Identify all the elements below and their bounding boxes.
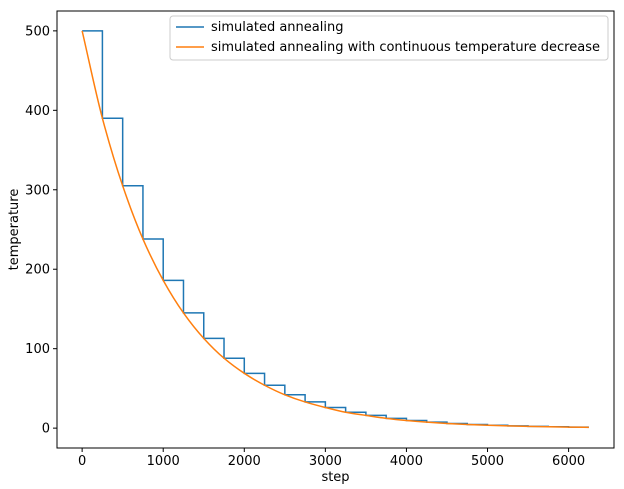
x-tick-label: 5000	[471, 454, 504, 469]
y-tick-label: 500	[25, 24, 50, 39]
x-tick-label: 1000	[147, 454, 180, 469]
x-axis-label: step	[321, 470, 349, 485]
series-line-continuous-decrease	[81, 30, 589, 429]
y-axis-label: temperature	[7, 189, 22, 271]
y-tick-label: 400	[25, 104, 50, 119]
plot-frame	[56, 10, 615, 449]
legend-box	[169, 15, 609, 61]
y-tick-label: 300	[25, 183, 50, 198]
legend-label-continuous: simulated annealing with continuous temp…	[211, 40, 600, 55]
y-tick-label: 0	[42, 422, 50, 437]
legend: simulated annealing simulated annealing …	[169, 15, 609, 61]
x-tick-label: 0	[78, 454, 86, 469]
series-layer	[81, 30, 589, 429]
legend-label-simulated-annealing: simulated annealing	[211, 20, 343, 35]
y-tick-label: 200	[25, 263, 50, 278]
series-line-simulated-annealing	[82, 30, 589, 428]
x-tick-label: 4000	[390, 454, 423, 469]
ticks-layer: 0 1000 2000 3000 4000 5000 6000 0 100 200 300 400 50…	[25, 24, 585, 469]
x-tick-label: 6000	[552, 454, 585, 469]
x-tick-label: 2000	[228, 454, 261, 469]
x-tick-label: 3000	[309, 454, 342, 469]
y-tick-label: 100	[25, 342, 50, 357]
